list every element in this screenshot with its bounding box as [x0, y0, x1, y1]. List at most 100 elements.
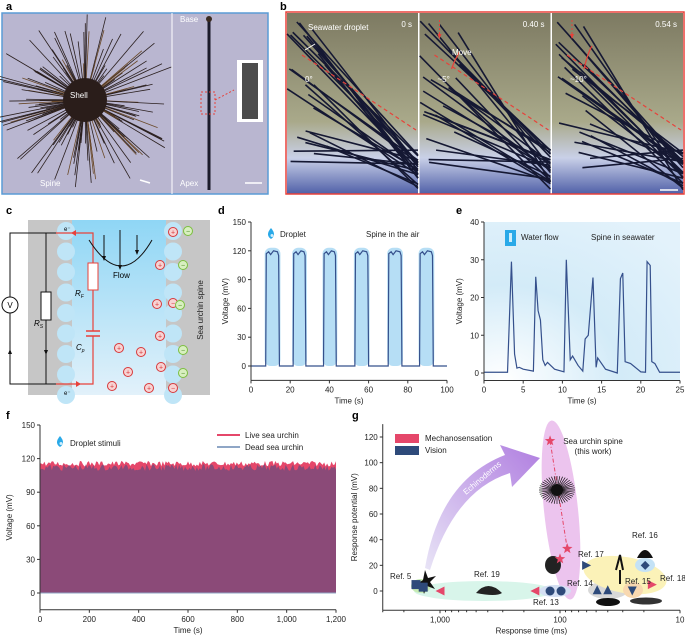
y-tick-label: 90 — [237, 276, 246, 285]
current-arrow-icon — [8, 349, 12, 354]
spine — [579, 131, 684, 175]
reference-label: Ref. 18 — [660, 574, 685, 583]
y-tick-label: 20 — [470, 294, 479, 303]
y-tick-label: 0 — [373, 587, 378, 596]
highlight-ellipse — [541, 420, 581, 600]
spine — [309, 131, 419, 188]
surface-charge-sign: − — [178, 303, 182, 310]
data-point-triangle — [435, 586, 445, 596]
pore — [57, 242, 75, 261]
spine — [438, 23, 552, 169]
x-tick-label: 400 — [132, 615, 146, 624]
x-tick-label: 10 — [558, 386, 567, 395]
droplet-highlight — [59, 442, 63, 445]
y-tick-label: 100 — [364, 459, 378, 468]
data-point-star — [544, 435, 556, 446]
cation-icon — [144, 383, 154, 393]
electron-label: e⁻ — [64, 227, 71, 233]
spine — [291, 68, 419, 164]
y-tick-label: 150 — [233, 218, 247, 227]
spine — [558, 41, 684, 162]
frame-time: 0 s — [401, 20, 412, 29]
surface-charge-sign: − — [181, 371, 185, 378]
pore — [57, 365, 75, 384]
y-tick-label: 30 — [237, 333, 246, 342]
crab-silhouette — [596, 598, 620, 606]
surface-charge-icon — [178, 368, 188, 378]
spine — [317, 53, 419, 179]
spine — [435, 149, 551, 167]
y-axis-title: Voltage (mV) — [5, 494, 14, 541]
zoom-box — [200, 91, 216, 115]
anion-sign: − — [171, 301, 175, 308]
echinoderms-arrow — [425, 445, 540, 570]
reference-dashed-line — [566, 54, 682, 131]
y-tick-label: 120 — [364, 433, 378, 442]
spine — [426, 137, 551, 183]
pore — [164, 242, 182, 261]
electron-arrow-icon — [71, 230, 76, 236]
angle-label: 0° — [305, 75, 313, 84]
data-point-circle — [545, 586, 555, 596]
spine — [307, 93, 419, 172]
spine — [581, 140, 684, 185]
x-tick-label: 600 — [181, 615, 195, 624]
cation-icon — [155, 260, 165, 270]
annotation-water-flow: Water flow — [521, 233, 559, 242]
water-flow-icon-detail — [509, 233, 512, 242]
data-point-triangle — [582, 560, 592, 570]
data-point-square — [411, 580, 421, 590]
pore — [164, 345, 182, 363]
base-label: Base — [180, 15, 199, 24]
zoom-connector — [214, 89, 235, 101]
droplet-icon — [268, 228, 274, 239]
photo-frame-b — [285, 11, 685, 195]
reference-label: Ref. 14 — [567, 579, 593, 588]
pore — [164, 365, 182, 384]
panel-label-g: g — [352, 410, 359, 422]
angle-arrow-icon — [583, 45, 593, 70]
series-dead-sea-urchin — [40, 464, 336, 593]
data-point-triangle — [530, 586, 540, 596]
spine — [557, 76, 684, 166]
x-tick-label: 1,200 — [326, 615, 347, 624]
voltage-trace — [251, 250, 447, 367]
seawater-droplet-label: Seawater droplet — [308, 23, 369, 32]
surface-charge-sign: − — [181, 263, 185, 270]
data-point-triangle — [603, 585, 613, 595]
red-wire-top — [56, 232, 94, 331]
flow-label: Flow — [113, 271, 130, 280]
data-point-diamond — [640, 560, 650, 570]
spine — [304, 84, 419, 186]
annotation-droplet-stimuli: Droplet stimuli — [70, 439, 121, 448]
crayfish-silhouette — [615, 554, 624, 584]
x-tick-label: 100 — [553, 615, 567, 624]
rf-label: RF — [75, 289, 85, 300]
reference-dashed-line — [301, 54, 417, 131]
cation-sign: + — [158, 263, 162, 270]
cation-sign: + — [155, 302, 159, 309]
frame-time: 0.40 s — [523, 20, 545, 29]
annotation-droplet: Droplet — [280, 230, 307, 239]
spine — [571, 68, 684, 154]
legend-swatch-vision — [395, 446, 419, 455]
panel-f: f 0 30 60 90 120 150 0 200 400 600 800 1,000 1,200 Ti… — [5, 410, 347, 635]
y-axis-title: Response potential (mV) — [350, 473, 359, 561]
cation-icon — [152, 299, 162, 309]
pore — [57, 386, 75, 404]
highlight-label: Sea urchin spine — [563, 437, 623, 446]
y-tick-label: 30 — [26, 555, 35, 564]
spine — [313, 84, 419, 190]
electron-label: e⁻ — [64, 391, 71, 397]
panel-label-c: c — [6, 205, 12, 217]
panel-label-e: e — [456, 205, 462, 217]
reference-dashed-line — [434, 54, 549, 131]
spine — [555, 43, 684, 175]
surface-charge-sign: − — [186, 229, 190, 236]
cation-icon — [155, 331, 165, 341]
reference-label: Ref. 15 — [625, 577, 651, 586]
reference-label: Ref. 5 — [390, 572, 412, 581]
channel-water — [72, 220, 166, 395]
jellyfish-silhouette — [545, 556, 561, 574]
surface-charge-icon — [178, 345, 188, 355]
